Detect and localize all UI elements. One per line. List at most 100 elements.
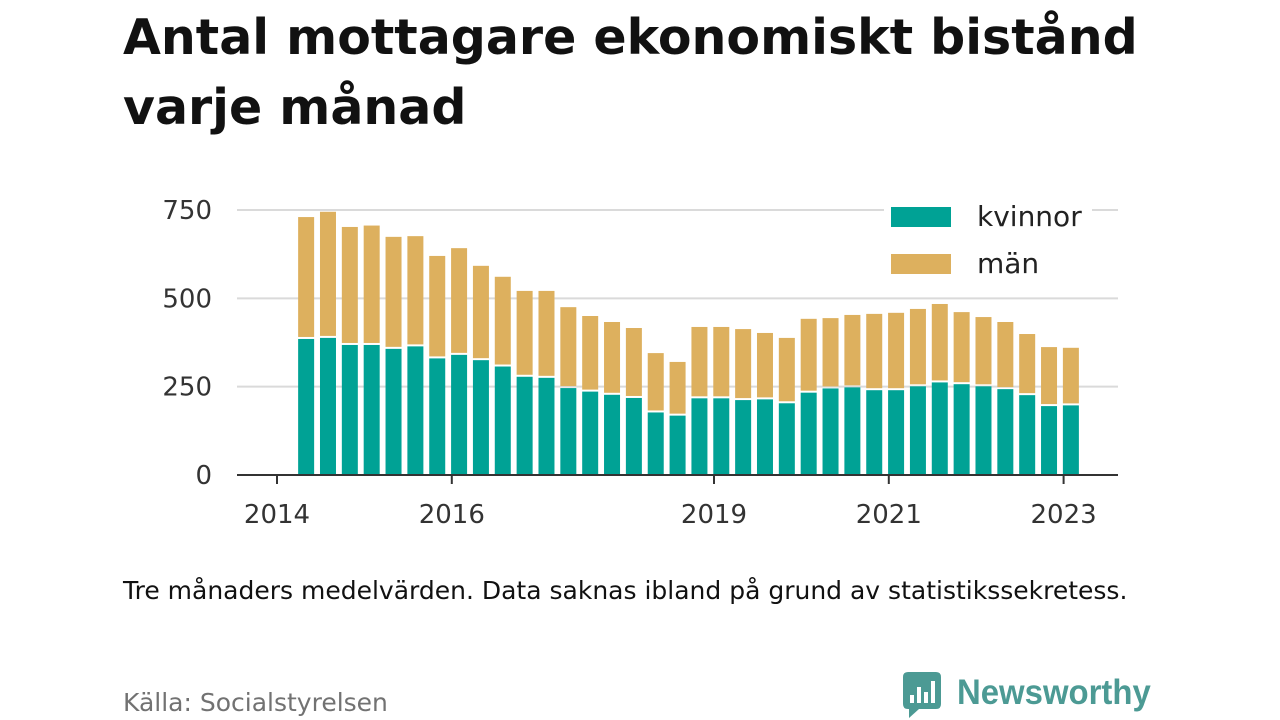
bar-kvinnor — [582, 391, 599, 475]
bar-kvinnor — [800, 392, 817, 475]
bar-man — [385, 236, 402, 347]
bar-man — [429, 255, 446, 357]
brand-logo: Newsworthy — [902, 671, 1162, 719]
bar-man — [822, 318, 839, 387]
logo-bar — [924, 692, 928, 703]
y-tick-label: 500 — [162, 284, 212, 314]
bar-kvinnor — [1019, 395, 1036, 475]
bar-kvinnor — [560, 388, 577, 475]
bar-man — [341, 226, 358, 343]
bar-kvinnor — [822, 388, 839, 475]
bar-man — [472, 265, 489, 359]
bar-kvinnor — [866, 390, 883, 475]
bar-man — [560, 307, 577, 387]
bar-man — [866, 313, 883, 389]
bar-kvinnor — [625, 397, 642, 475]
brand-name: Newsworthy — [957, 673, 1151, 712]
bar-man — [494, 276, 511, 365]
bar-man — [669, 361, 686, 414]
bar-kvinnor — [1041, 406, 1058, 475]
newsworthy-logo-icon — [903, 672, 941, 718]
bar-man — [298, 217, 315, 337]
bar-kvinnor — [363, 344, 380, 475]
bar-kvinnor — [1062, 405, 1079, 475]
logo-bar — [910, 695, 914, 703]
bar-man — [516, 290, 533, 375]
bar-kvinnor — [735, 400, 752, 475]
bar-man — [319, 211, 336, 336]
bar-man — [582, 316, 599, 390]
bar-kvinnor — [429, 358, 446, 475]
bar-man — [953, 312, 970, 383]
bar-man — [647, 353, 664, 411]
bar-man — [1019, 334, 1036, 394]
bar-man — [888, 312, 905, 389]
bar-kvinnor — [888, 390, 905, 475]
bar-man — [713, 326, 730, 397]
bar-kvinnor — [931, 382, 948, 475]
bar-kvinnor — [669, 415, 686, 475]
bar-man — [844, 314, 861, 386]
x-tick-label: 2021 — [856, 500, 922, 530]
y-tick-label: 750 — [162, 196, 212, 226]
logo-bar — [931, 681, 935, 703]
logo-speech-bubble — [903, 672, 941, 718]
bar-kvinnor — [844, 387, 861, 475]
bar-kvinnor — [538, 377, 555, 475]
bar-man — [909, 308, 926, 385]
bar-kvinnor — [451, 354, 468, 475]
bar-kvinnor — [472, 360, 489, 475]
bar-kvinnor — [604, 394, 621, 475]
bar-kvinnor — [516, 376, 533, 475]
legend-label-kvinnor: kvinnor — [977, 200, 1082, 233]
bar-man — [363, 225, 380, 343]
bar-kvinnor — [407, 346, 424, 475]
bar-man — [625, 328, 642, 396]
bar-kvinnor — [975, 386, 992, 475]
x-tick-label: 2019 — [681, 500, 747, 530]
bar-kvinnor — [691, 398, 708, 475]
source-credit: Källa: Socialstyrelsen — [123, 688, 388, 717]
bar-man — [800, 318, 817, 391]
bar-man — [756, 332, 773, 398]
legend: kvinnor män — [884, 199, 1092, 283]
bar-kvinnor — [385, 348, 402, 475]
y-tick-label: 250 — [162, 373, 212, 403]
bar-man — [691, 326, 708, 397]
logo-bar — [917, 687, 921, 703]
bars — [298, 211, 1079, 475]
bar-man — [451, 248, 468, 353]
bar-man — [975, 317, 992, 385]
bar-kvinnor — [909, 386, 926, 475]
axes: 0 250 500 750 2014 2016 2019 2021 2023 — [162, 196, 1118, 530]
bar-kvinnor — [997, 389, 1014, 475]
bar-kvinnor — [756, 399, 773, 475]
legend-swatch-kvinnor — [891, 207, 951, 227]
bar-man — [778, 337, 795, 402]
bar-man — [931, 303, 948, 381]
x-tick-label: 2023 — [1031, 500, 1097, 530]
bar-kvinnor — [953, 384, 970, 475]
chart-note: Tre månaders medelvärden. Data saknas ib… — [123, 576, 1128, 605]
x-tick-label: 2014 — [244, 500, 310, 530]
bar-man — [1062, 347, 1079, 404]
bar-man — [604, 322, 621, 393]
bar-kvinnor — [647, 412, 664, 475]
chart-title: Antal mottagare ekonomiskt bistånd varje… — [123, 9, 1138, 136]
bar-kvinnor — [298, 338, 315, 475]
bar-kvinnor — [341, 344, 358, 475]
bar-kvinnor — [319, 337, 336, 475]
legend-swatch-man — [891, 254, 951, 274]
bar-man — [1041, 347, 1058, 405]
x-tick-label: 2016 — [419, 500, 485, 530]
bar-man — [407, 236, 424, 345]
y-tick-label: 0 — [195, 461, 212, 491]
bar-man — [538, 290, 555, 376]
bar-kvinnor — [713, 398, 730, 475]
bar-kvinnor — [778, 403, 795, 475]
bar-man — [997, 322, 1014, 388]
bar-kvinnor — [494, 366, 511, 475]
legend-label-man: män — [977, 247, 1039, 280]
bar-man — [735, 329, 752, 399]
